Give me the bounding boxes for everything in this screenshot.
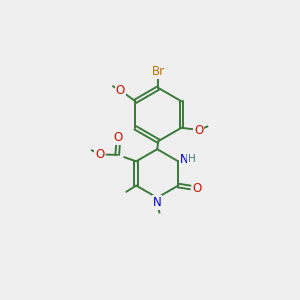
Text: O: O bbox=[95, 148, 105, 161]
Text: H: H bbox=[188, 154, 196, 164]
Text: Br: Br bbox=[152, 65, 165, 78]
Text: O: O bbox=[116, 84, 125, 97]
Text: O: O bbox=[194, 124, 203, 136]
Text: N: N bbox=[153, 196, 162, 209]
Text: O: O bbox=[193, 182, 202, 195]
Text: O: O bbox=[114, 131, 123, 144]
Text: N: N bbox=[180, 152, 189, 166]
